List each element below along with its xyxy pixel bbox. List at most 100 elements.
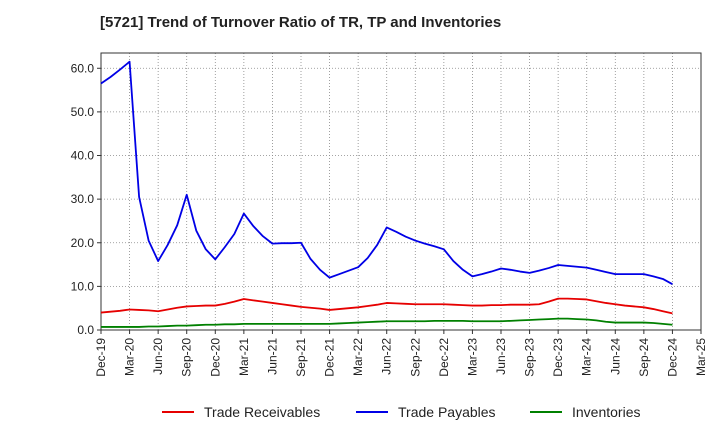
data-point <box>519 319 521 321</box>
x-tick-label: Mar-20 <box>123 338 137 376</box>
data-point <box>186 324 188 326</box>
data-point <box>195 305 197 307</box>
data-point <box>509 269 511 271</box>
data-point <box>366 321 368 323</box>
data-point <box>128 61 130 63</box>
data-point <box>147 325 149 327</box>
data-point <box>338 322 340 324</box>
x-tick-label: Sep-20 <box>180 338 194 377</box>
plot-frame <box>100 52 702 331</box>
data-point <box>262 300 264 302</box>
data-point <box>328 309 330 311</box>
data-point <box>395 302 397 304</box>
y-tick-label: 60.0 <box>71 61 95 75</box>
data-point <box>538 303 540 305</box>
data-point <box>490 270 492 272</box>
data-point <box>414 320 416 322</box>
data-point <box>633 305 635 307</box>
data-point <box>281 242 283 244</box>
x-tick-label: Jun-20 <box>151 338 165 375</box>
series-line-trade-payables <box>100 60 673 285</box>
data-point <box>252 299 254 301</box>
data-point <box>300 306 302 308</box>
data-point <box>538 318 540 320</box>
data-point <box>443 303 445 305</box>
data-point <box>157 260 159 262</box>
data-point <box>557 297 559 299</box>
legend-label-inventories: Inventories <box>572 404 641 420</box>
data-point <box>262 323 264 325</box>
data-point <box>500 304 502 306</box>
y-tick-label: 20.0 <box>71 236 95 250</box>
data-point <box>386 302 388 304</box>
data-point <box>290 304 292 306</box>
data-point <box>128 308 130 310</box>
data-point <box>100 82 102 84</box>
data-point <box>186 194 188 196</box>
data-point <box>338 273 340 275</box>
data-point <box>652 308 654 310</box>
data-point <box>528 272 530 274</box>
data-point <box>624 321 626 323</box>
x-tick-label: Mar-22 <box>351 338 365 376</box>
legend-label-trade-receivables: Trade Receivables <box>204 404 321 420</box>
data-point <box>395 231 397 233</box>
data-point <box>233 233 235 235</box>
data-point <box>433 303 435 305</box>
data-point <box>290 242 292 244</box>
data-point <box>547 267 549 269</box>
data-point <box>176 307 178 309</box>
data-point <box>281 303 283 305</box>
x-tick-label: Jun-24 <box>608 338 622 375</box>
data-point <box>566 297 568 299</box>
data-point <box>271 302 273 304</box>
x-tick-label: Dec-23 <box>551 338 565 377</box>
data-point <box>109 310 111 312</box>
data-point <box>614 273 616 275</box>
data-point <box>328 276 330 278</box>
data-point <box>566 317 568 319</box>
data-point <box>319 307 321 309</box>
y-tick-label: 10.0 <box>71 279 95 293</box>
x-tick-label: Dec-19 <box>94 338 108 377</box>
data-point <box>471 275 473 277</box>
data-point <box>224 246 226 248</box>
data-point <box>500 320 502 322</box>
data-point <box>119 310 121 312</box>
x-tick-label: Sep-22 <box>408 338 422 377</box>
legend-swatch-inventories <box>530 411 562 413</box>
y-tick-label: 0.0 <box>77 323 94 337</box>
data-point <box>614 321 616 323</box>
data-point <box>252 225 254 227</box>
data-point <box>662 310 664 312</box>
data-point <box>138 309 140 311</box>
data-point <box>443 320 445 322</box>
data-point <box>424 242 426 244</box>
data-point <box>405 303 407 305</box>
data-point <box>586 318 588 320</box>
x-tick-label: Sep-21 <box>294 338 308 377</box>
data-point <box>290 323 292 325</box>
data-point <box>595 300 597 302</box>
data-point <box>547 300 549 302</box>
y-tick-label: 30.0 <box>71 192 95 206</box>
data-point <box>347 322 349 324</box>
data-point <box>128 326 130 328</box>
data-point <box>376 244 378 246</box>
data-point <box>243 323 245 325</box>
data-point <box>414 239 416 241</box>
data-point <box>176 224 178 226</box>
data-point <box>595 269 597 271</box>
data-point <box>300 242 302 244</box>
data-point <box>271 242 273 244</box>
data-point <box>233 300 235 302</box>
x-tick-label: Jun-22 <box>380 338 394 375</box>
data-point <box>519 303 521 305</box>
data-point <box>576 318 578 320</box>
data-point <box>462 304 464 306</box>
legend-label-trade-payables: Trade Payables <box>398 404 496 420</box>
data-point <box>528 303 530 305</box>
legend-item-inventories: Inventories <box>530 404 640 420</box>
data-point <box>605 321 607 323</box>
